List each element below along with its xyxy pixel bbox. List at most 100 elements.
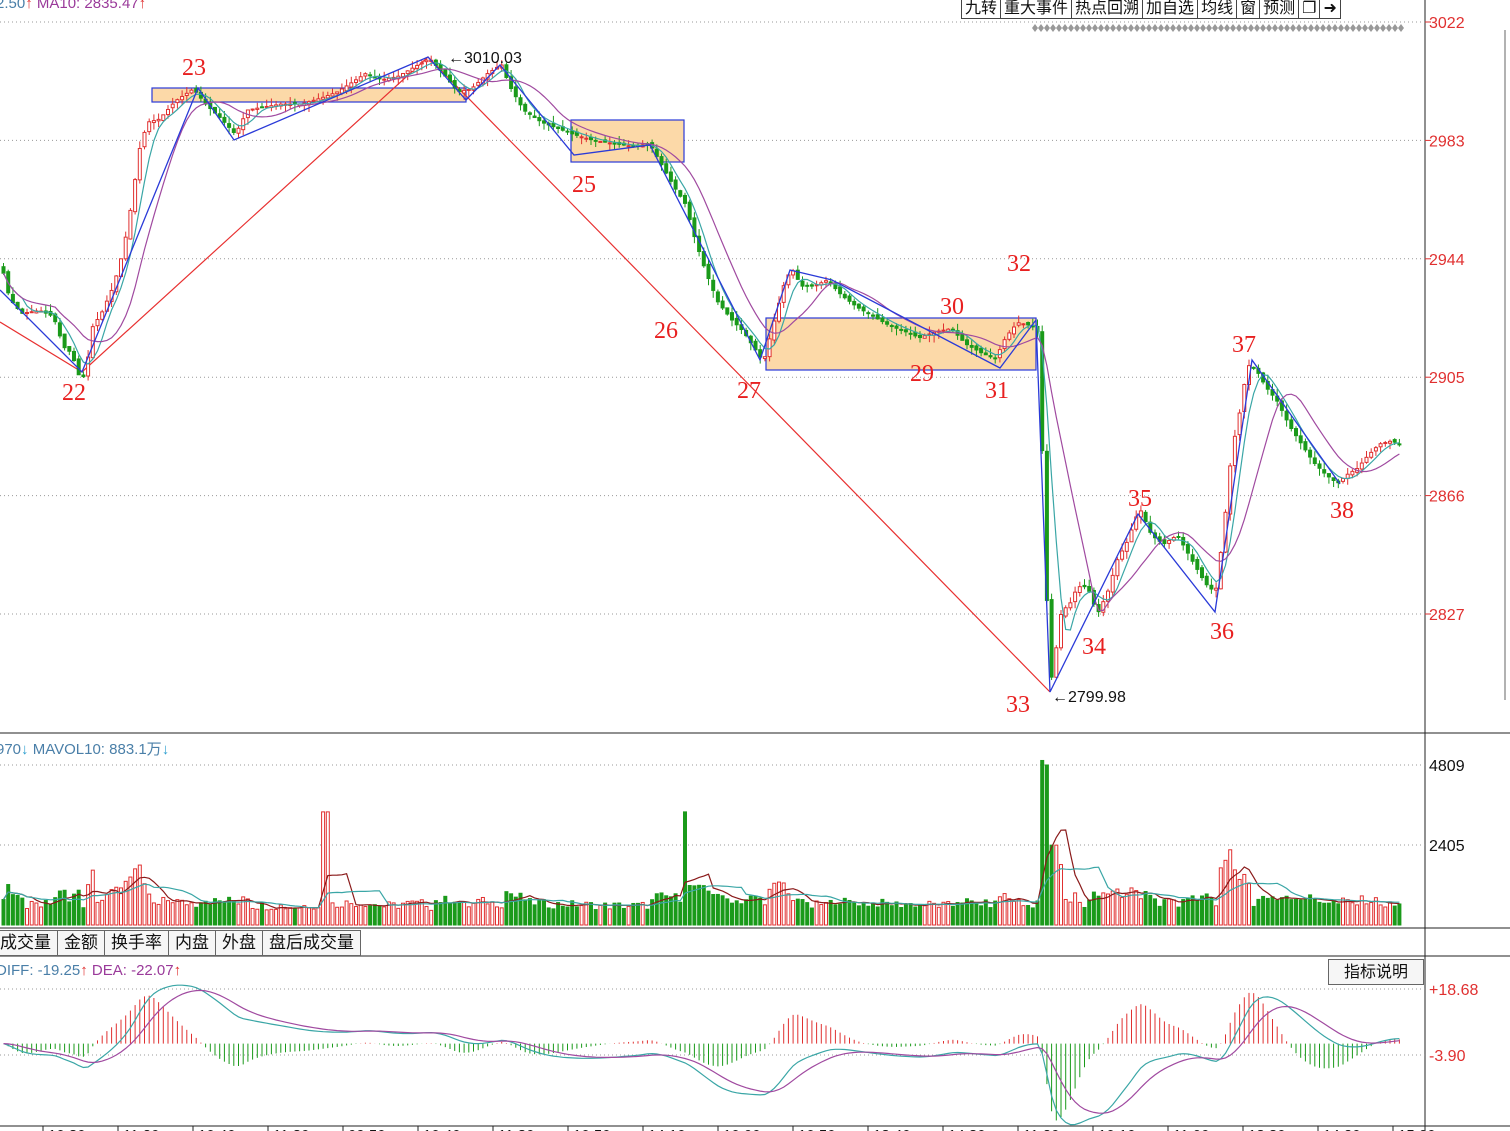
volume-bar [645,908,650,926]
volume-bar [1143,891,1148,926]
candle-body [264,105,269,108]
x-axis: 10:30 11:20 10:40 11:30 09:50 10:40 11:30 10:50… [42,1126,1436,1131]
candle-body [1209,584,1214,590]
exit-icon[interactable]: ➜ [1320,0,1341,19]
volume-bar [772,882,777,926]
volume-bar [570,900,575,926]
red-trend-line [0,56,1051,693]
moving-average-button[interactable]: 均线 [1198,0,1238,19]
volume-bar [1035,900,1040,926]
candle-body [1388,440,1392,444]
volume-bar [1275,899,1280,926]
candle-body [424,59,429,63]
dea-line [3,989,1400,1114]
volume-bar [166,900,170,926]
tab-after-hours-volume[interactable]: 盘后成交量 [263,930,361,956]
volume-bar [462,901,467,926]
volume-bar [1171,899,1176,926]
diff-line [3,984,1400,1126]
indicator-tabs: 成交量 金额 换手率 内盘 外盘 盘后成交量 [0,930,361,956]
hotspot-review-button[interactable]: 热点回溯 [1072,0,1144,19]
volume-bar [316,907,321,926]
candle-body [222,116,227,123]
volume-bar [1331,900,1336,926]
candle-body [1110,574,1115,593]
candle-body [241,118,246,131]
volume-bar [476,898,481,926]
volume-bar [34,902,39,926]
ma10-line [2,68,1400,612]
volume-bar [885,901,890,926]
volume-tick-label: 4809 [1429,758,1465,775]
volume-bar [960,902,965,926]
candle-body [725,307,730,315]
volume-bar [692,885,697,926]
volume-bar [1397,903,1402,926]
volume-bar [950,905,955,926]
window-button[interactable]: 窗 [1237,0,1261,19]
forecast-button[interactable]: 预测 [1260,0,1300,19]
volume-bar [292,907,297,926]
volume-bar [25,908,29,926]
add-watchlist-button[interactable]: 加自选 [1143,0,1199,19]
candle-body [1,266,6,274]
volume-bar [551,908,556,926]
price-tick-label: 2905 [1429,370,1465,387]
volume-bar [1355,904,1360,926]
dea-arrow: ↑ [173,962,182,979]
indicator-help-button[interactable]: 指标说明 [1328,959,1424,985]
tab-outer-volume[interactable]: 外盘 [216,930,263,956]
volume-bar [358,904,363,926]
candle-body [1096,604,1101,613]
volume-bar [631,902,636,926]
volume-bar [1002,893,1007,926]
volume-bar [1157,905,1162,926]
volume-bar [1162,899,1167,926]
restore-window-icon[interactable]: ❐ [1299,0,1321,19]
volume-bar [739,903,744,926]
volume-bar [321,811,326,926]
candle-body [175,99,180,104]
volume-bar [899,907,904,926]
volume-bar [1228,849,1233,926]
volume-bar [786,893,791,926]
volume-bar [429,909,434,926]
volume-bar [1167,898,1172,926]
volume-bar [1373,897,1378,926]
volume-bar [81,907,86,926]
volume-bar [119,887,123,926]
volume-bar [861,902,866,926]
tab-amount[interactable]: 金额 [58,930,105,956]
candle-body [654,148,659,157]
mavol10-label: MAVOL10: [32,741,105,758]
volume-bar [908,903,913,926]
candle-body [824,280,828,283]
tab-turnover[interactable]: 换手率 [105,930,169,956]
candle-body [1167,540,1172,544]
candle-body [260,106,264,109]
jiuzhuan-button[interactable]: 九转 [961,0,1002,19]
candle-body [899,328,904,331]
candle-body [166,108,170,116]
candle-body [321,96,326,100]
candle-body [1007,332,1012,340]
tab-inner-volume[interactable]: 内盘 [169,930,216,956]
x-tick-label: 10:40 [198,1127,236,1131]
volume-bar [809,907,814,926]
major-events-button[interactable]: 重大事件 [1001,0,1073,19]
tab-volume[interactable]: 成交量 [0,930,58,956]
volume-bar [603,902,608,926]
volume-bar [1209,897,1214,926]
volume-bar [396,907,401,926]
volume-bar [1030,907,1035,926]
volume-bar [1232,869,1237,926]
volume-bar [156,903,161,926]
volume-bar [730,902,734,926]
volume-bar [72,893,76,926]
toolbar: 九转 重大事件 热点回溯 加自选 均线 窗 预测 ❐ ➜ [961,0,1341,19]
candle-body [1068,602,1073,609]
candle-body [368,74,373,77]
candle-body [871,314,875,317]
candle-body [626,145,631,148]
